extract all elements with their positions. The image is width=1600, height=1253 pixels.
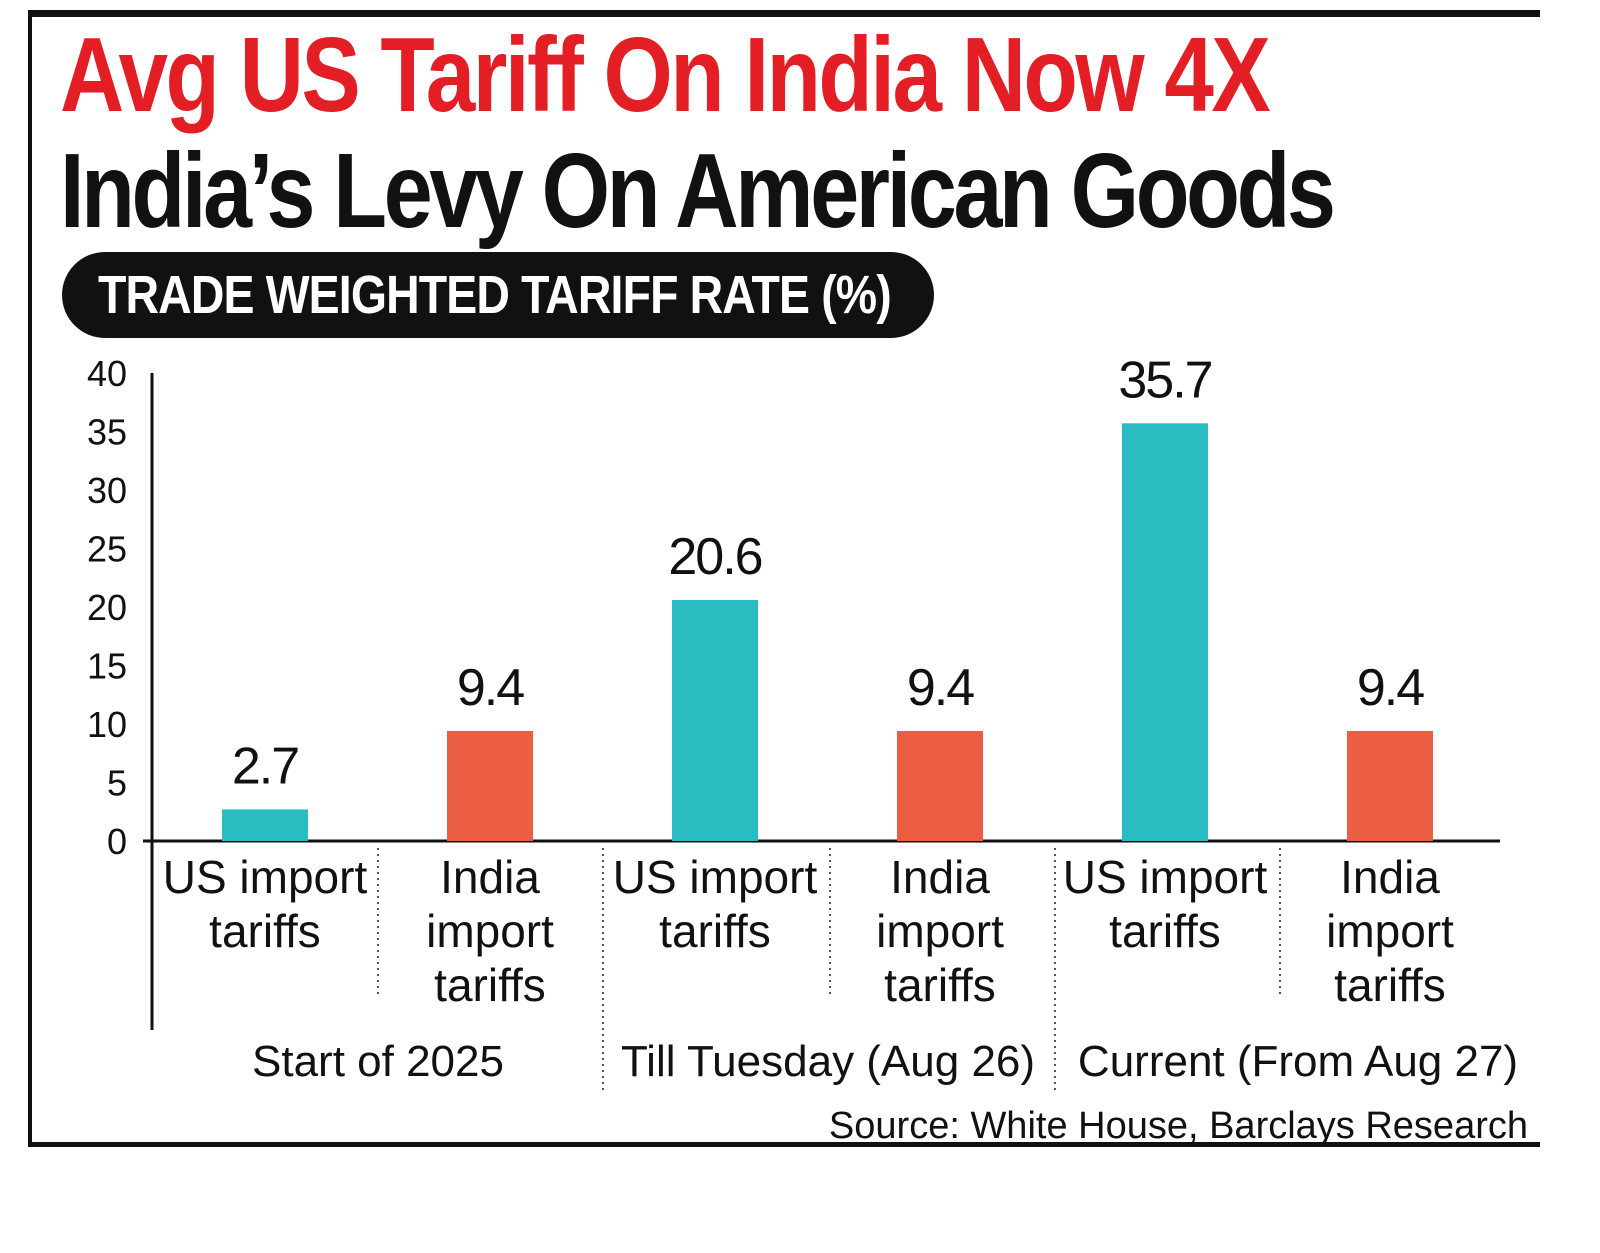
category-label-line: US import [613,851,818,903]
bars-layer [222,423,1433,841]
bar-us [672,599,758,841]
category-label-line: India [1340,851,1440,903]
y-tick-label: 0 [107,821,127,862]
bar-value-label: 9.4 [1357,659,1424,717]
y-tick-label: 40 [87,353,127,394]
y-tick-label: 25 [87,529,127,570]
category-label-line: tariffs [659,905,771,957]
category-label-line: tariffs [1334,959,1446,1011]
category-label-line: tariffs [209,905,321,957]
bar-value-label: 9.4 [907,659,974,717]
category-label-line: tariffs [884,959,996,1011]
bar-india [1347,731,1433,841]
y-tick-label: 35 [87,412,127,453]
y-tick-label: 20 [87,587,127,628]
chart-subtitle: India’s Levy On American Goods [60,132,1336,250]
group-label: Till Tuesday (Aug 26) [621,1037,1035,1086]
category-label-line: India [440,851,540,903]
frame-border [28,10,1540,1147]
category-label-line: import [1326,905,1454,957]
category-label-line: US import [163,851,368,903]
y-tick-label: 10 [87,704,127,745]
bar-us [1122,423,1208,841]
group-label: Start of 2025 [252,1037,504,1086]
category-label-line: import [876,905,1004,957]
category-label-line: US import [1063,851,1268,903]
value-labels: 2.7 9.4 20.6 9.4 35.7 9.4 [232,351,1426,795]
bar-value-label: 2.7 [232,737,298,795]
bar-india [447,731,533,841]
category-label-line: India [890,851,990,903]
group-labels: Start of 2025 Till Tuesday (Aug 26) Curren… [252,1037,1518,1086]
category-separators [377,848,1281,1092]
y-tick-label: 15 [87,646,127,687]
y-axis-ticks: 0 5 10 15 20 25 30 35 40 [87,353,127,862]
bar-value-label: 35.7 [1118,351,1211,409]
bar-value-label: 9.4 [457,659,524,717]
source-note: Source: White House, Barclays Research [829,1105,1528,1147]
metric-pill: TRADE WEIGHTED TARIFF RATE (%) [62,252,934,338]
bar-value-label: 20.6 [668,528,761,586]
bar-us [222,809,308,841]
y-tick-label: 30 [87,470,127,511]
category-label-line: import [426,905,554,957]
metric-pill-label: TRADE WEIGHTED TARIFF RATE (%) [98,265,892,325]
group-label: Current (From Aug 27) [1078,1037,1518,1086]
chart-title: Avg US Tariff On India Now 4X [60,16,1271,134]
category-label-line: tariffs [434,959,546,1011]
y-tick-label: 5 [107,763,127,804]
category-label-line: tariffs [1109,905,1221,957]
bar-india [897,731,983,841]
